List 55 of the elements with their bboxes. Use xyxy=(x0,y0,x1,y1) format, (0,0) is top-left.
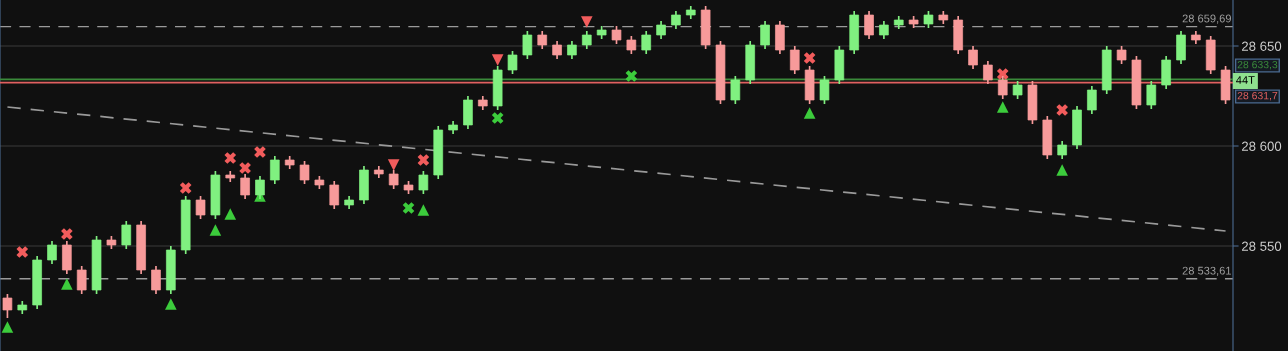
point xyxy=(61,228,73,240)
candlestick xyxy=(195,195,206,220)
candlestick xyxy=(522,30,533,60)
candlestick xyxy=(121,220,132,250)
point xyxy=(417,154,430,166)
point xyxy=(996,101,1009,113)
candlestick xyxy=(1146,80,1157,110)
candlestick xyxy=(730,75,741,105)
point xyxy=(996,68,1009,80)
candlestick xyxy=(983,60,993,85)
candlestick xyxy=(299,160,310,185)
ref-line-label: 28 631,7 xyxy=(1237,91,1278,101)
y-tick-label: 28 650 xyxy=(1242,41,1282,51)
point xyxy=(1,321,14,333)
point xyxy=(61,278,73,290)
candlestick xyxy=(864,10,874,40)
y-tick-label: 28 550 xyxy=(1242,241,1282,251)
point xyxy=(580,16,593,28)
point xyxy=(803,107,816,119)
point xyxy=(803,52,816,64)
y-tick-label: 28 600 xyxy=(1242,141,1282,151)
candlestick xyxy=(789,45,800,75)
candlestick xyxy=(968,45,978,70)
point xyxy=(179,182,192,194)
candlestick xyxy=(418,170,429,195)
candlestick xyxy=(76,265,87,295)
annotation: 44T xyxy=(1236,76,1255,84)
ref-line-label: 28 659,69 xyxy=(1182,14,1231,24)
ref-line-label: 28 633,3 xyxy=(1237,60,1278,70)
point xyxy=(417,204,430,216)
point xyxy=(625,70,638,82)
point xyxy=(165,298,177,310)
point xyxy=(387,159,400,171)
point xyxy=(1056,104,1068,116)
point xyxy=(224,208,237,220)
candlestick xyxy=(47,240,57,265)
point xyxy=(491,112,504,124)
candlestick xyxy=(329,180,340,210)
point xyxy=(491,54,504,66)
point xyxy=(239,162,251,174)
candlestick xyxy=(1087,85,1097,115)
candlestick xyxy=(151,265,161,295)
candlestick xyxy=(819,75,830,105)
candlestick xyxy=(270,155,280,185)
ref-line-label: 28 533,61 xyxy=(1182,266,1231,276)
candlestick xyxy=(2,293,13,319)
point xyxy=(1056,164,1068,176)
candlestick xyxy=(760,20,770,50)
point xyxy=(402,202,415,214)
point xyxy=(209,224,222,236)
candlestick xyxy=(641,30,652,55)
point xyxy=(16,246,29,258)
candlestick xyxy=(240,173,250,200)
candlestick xyxy=(507,50,518,75)
point xyxy=(224,152,237,164)
